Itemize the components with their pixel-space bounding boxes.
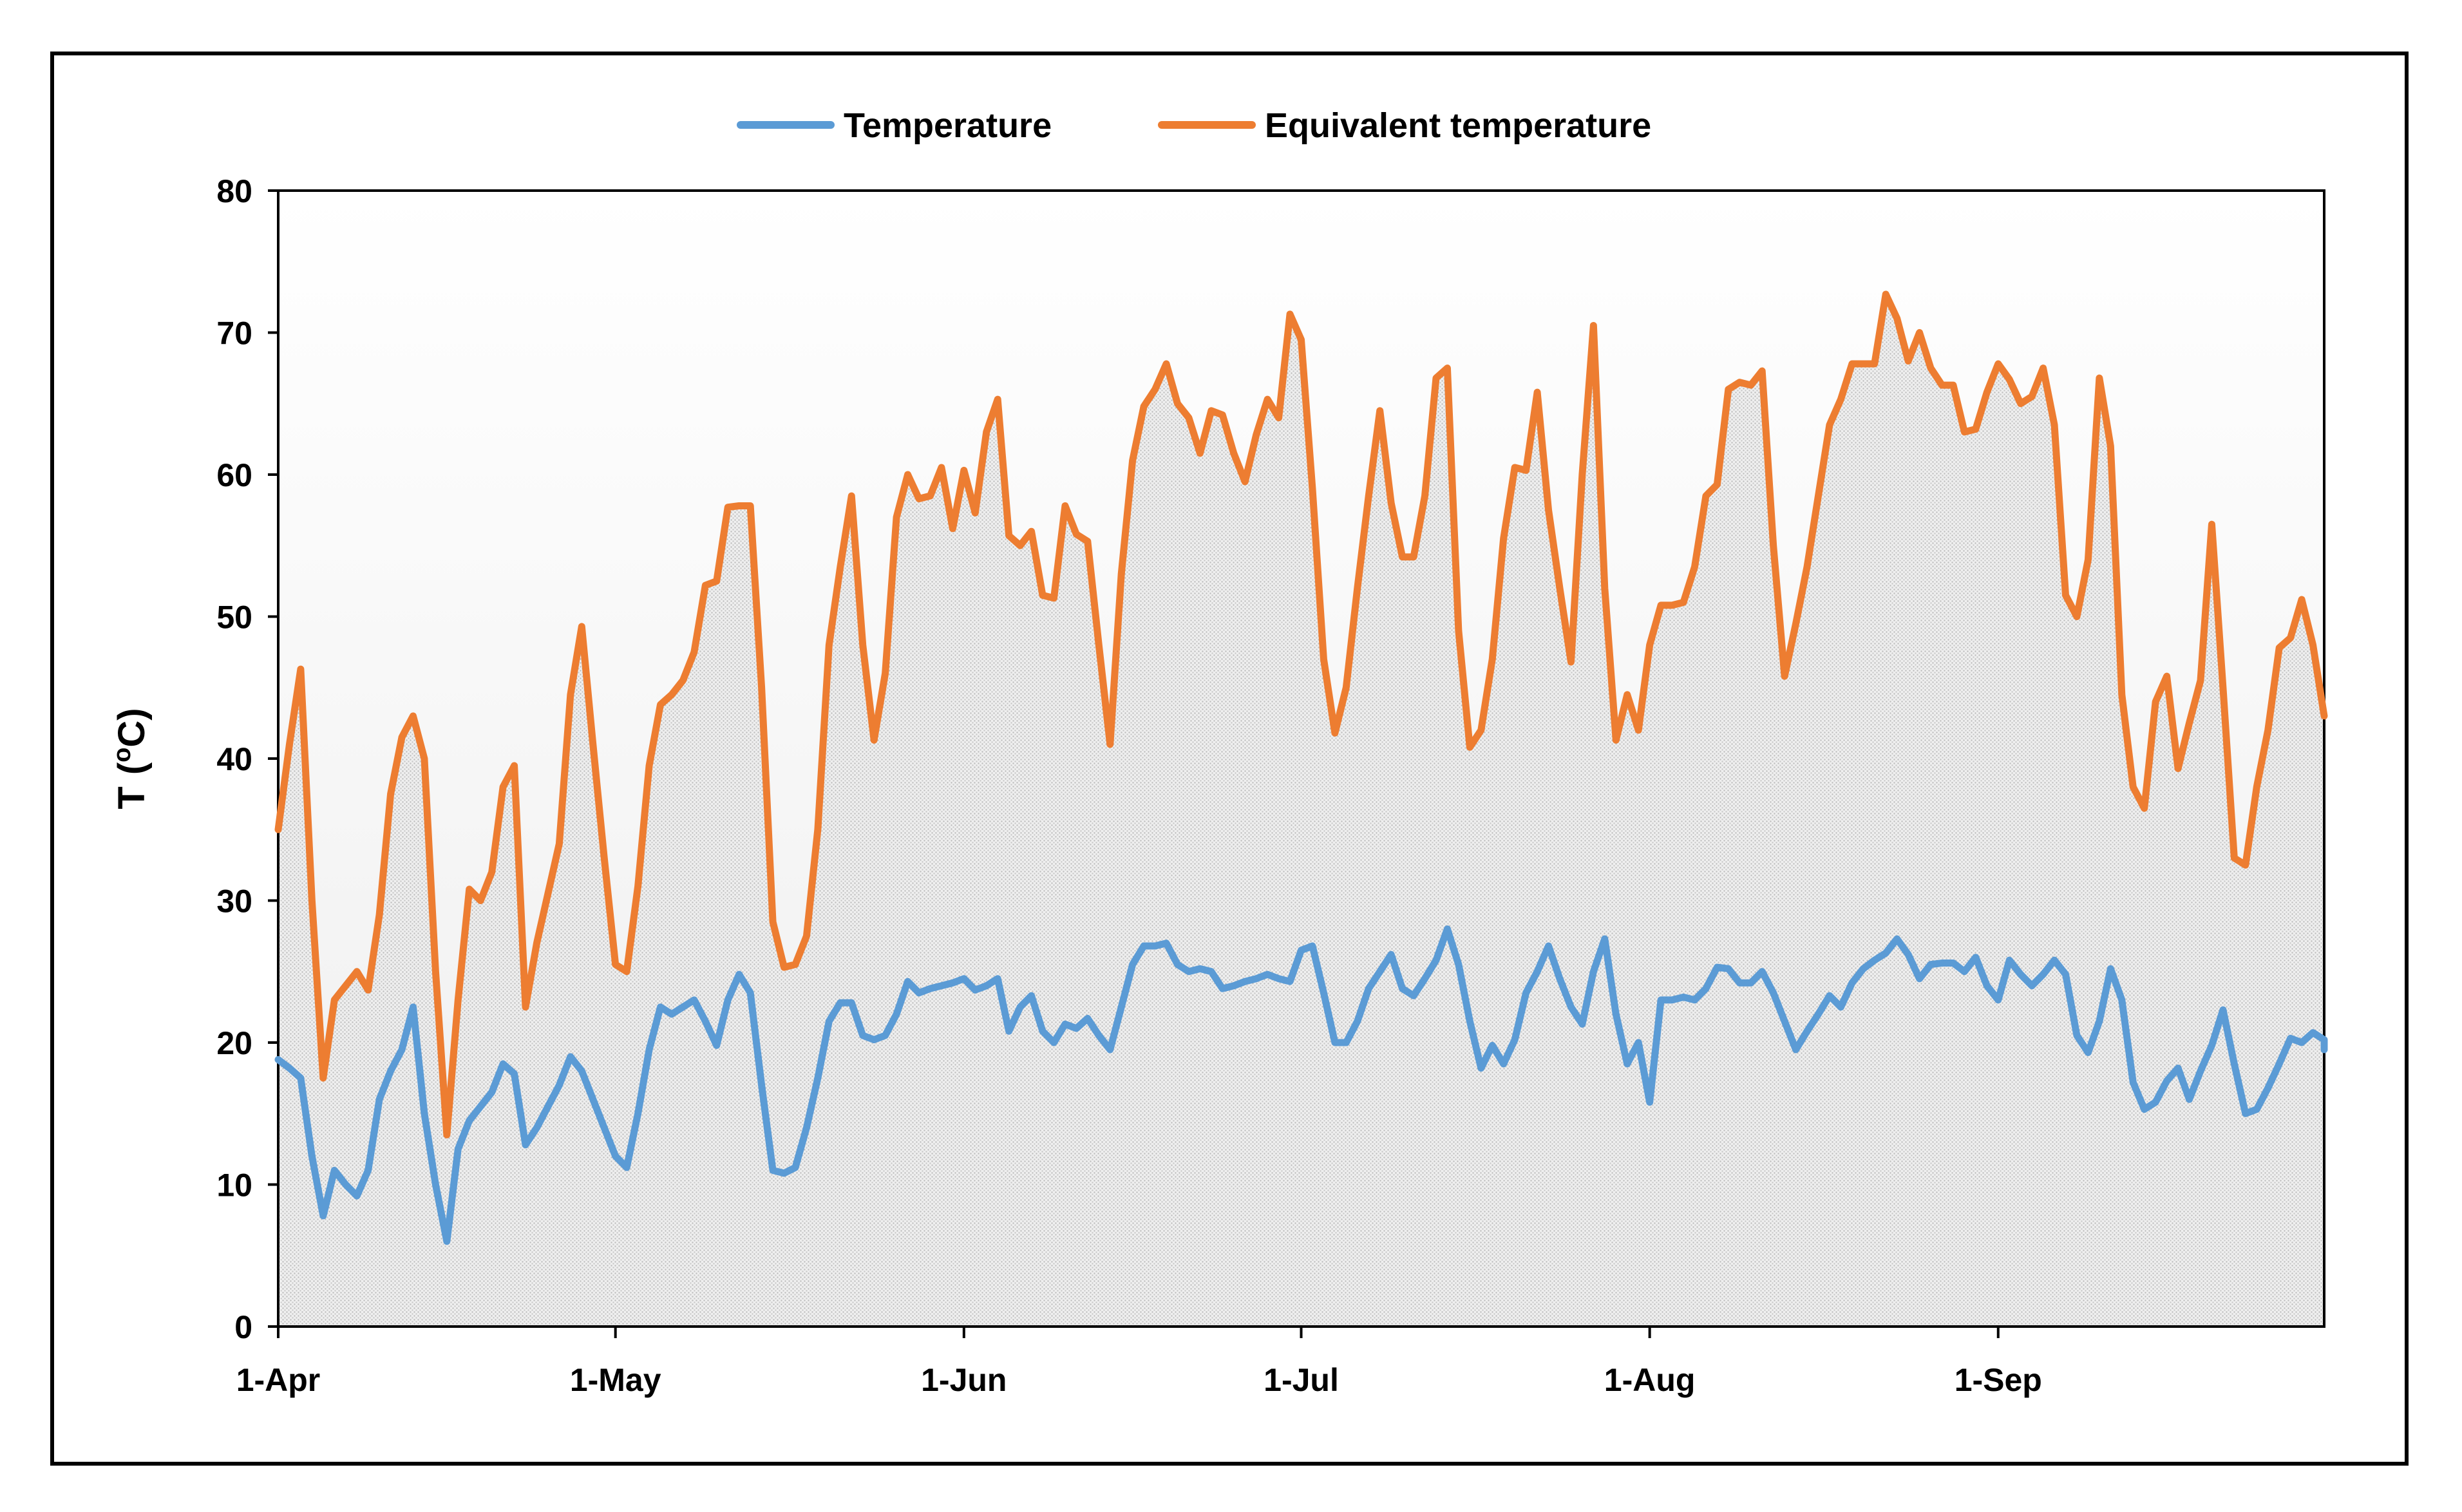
y-tick-label: 40: [216, 741, 252, 777]
x-tick-label: 1-Jun: [921, 1362, 1007, 1398]
legend: Temperature Equivalent temperature: [737, 106, 1651, 145]
y-tick-label: 60: [216, 457, 252, 493]
y-tick-label: 0: [234, 1309, 252, 1345]
y-tick-label: 30: [216, 884, 252, 920]
legend-label-equivalent-temperature: Equivalent temperature: [1265, 106, 1651, 145]
y-tick-label: 70: [216, 316, 252, 352]
y-tick-label: 50: [216, 600, 252, 636]
y-axis-title: T (oC): [109, 708, 153, 809]
y-axis-title-open: (: [111, 762, 153, 775]
x-tick-label: 1-Apr: [236, 1362, 321, 1398]
series-line-equivalent-temperature: [274, 290, 2328, 1139]
x-tick-label: 1-Aug: [1604, 1362, 1696, 1398]
y-tick-label: 80: [216, 173, 252, 209]
x-tick-label: 1-Jul: [1264, 1362, 1339, 1398]
y-axis-title-degree: o: [109, 748, 136, 762]
legend-label-temperature: Temperature: [844, 106, 1052, 145]
y-axis-title-unit: C): [111, 708, 153, 747]
x-tick-label: 1-Sep: [1955, 1362, 2042, 1398]
x-tick-label: 1-May: [570, 1362, 661, 1398]
y-tick-label: 10: [216, 1167, 252, 1204]
chart-frame: 0 10 20 30 40 50 60 70 80 1-Apr 1-May 1-Jun 1-Jul 1-A…: [50, 52, 2409, 1466]
y-tick-label: 20: [216, 1025, 252, 1061]
line-chart: 0 10 20 30 40 50 60 70 80 1-Apr 1-May 1-Jun 1-Jul 1-A…: [109, 106, 2328, 1398]
series-line-temperature: [274, 925, 2328, 1245]
y-axis-title-symbol: T: [111, 786, 153, 809]
